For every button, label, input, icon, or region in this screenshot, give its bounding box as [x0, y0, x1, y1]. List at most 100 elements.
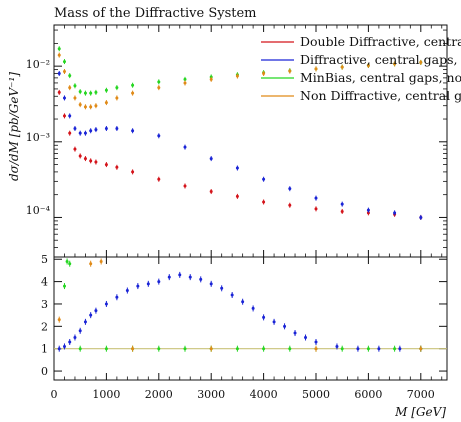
series-0-point — [83, 157, 87, 161]
series-1-point — [94, 128, 98, 132]
legend-label-diffractive: Diffractive, central gaps, n — [300, 52, 461, 67]
ratio-series-0-point — [293, 331, 297, 335]
x-tick-label: 1000 — [92, 388, 120, 401]
series-3-point — [314, 67, 318, 71]
series-0-point — [366, 211, 370, 215]
series-2-point — [68, 74, 72, 78]
ratio-series-1-point — [68, 262, 72, 266]
series-2-point — [115, 86, 119, 90]
series-1-point — [131, 129, 135, 133]
ratio-ytick-labels: 0 1 2 3 4 5 — [41, 253, 48, 378]
ratio-series-0-point — [356, 347, 360, 351]
series-3-point — [94, 104, 98, 108]
x-tick-label: 4000 — [250, 388, 278, 401]
series-2-point — [57, 47, 61, 51]
main-series-group — [57, 46, 423, 220]
ratio-series-2-point — [419, 347, 423, 351]
x-tick-label: 3000 — [197, 388, 225, 401]
series-0-point — [183, 184, 187, 188]
ratio-series-0-point — [283, 324, 287, 328]
series-1-point — [340, 202, 344, 206]
series-2-point — [183, 77, 187, 81]
ratio-series-0-point — [57, 347, 61, 351]
series-1-point — [366, 208, 370, 212]
series-3-point — [68, 86, 72, 90]
ratio-series-0-point — [83, 320, 87, 324]
series-0-point — [235, 194, 239, 198]
ratio-series-0-point — [104, 302, 108, 306]
series-0-point — [340, 209, 344, 213]
series-1-point — [57, 71, 61, 75]
ratio-series-0-point — [398, 347, 402, 351]
series-0-point — [62, 114, 66, 118]
ratio-axis-ticks — [53, 257, 447, 380]
series-3-point — [340, 65, 344, 69]
series-1-point — [262, 177, 266, 181]
ratio-series-0-point — [68, 340, 72, 344]
ratio-series-1-point — [157, 347, 161, 351]
ratio-series-0-point — [146, 282, 150, 286]
ratio-series-2-point — [89, 262, 93, 266]
ratio-series-1-point — [78, 347, 82, 351]
series-1-point — [288, 187, 292, 191]
ratio-series-1-point — [235, 347, 239, 351]
x-tick-label: 6000 — [354, 388, 382, 401]
ratio-series-1-point — [288, 347, 292, 351]
main-axis-ticks — [53, 25, 447, 258]
ratio-series-0-point — [125, 289, 129, 293]
series-3-point — [104, 101, 108, 105]
ratio-series-0-point — [136, 284, 140, 288]
ratio-series-0-point — [230, 293, 234, 297]
ratio-series-2-point — [131, 347, 135, 351]
ratio-series-2-point — [314, 347, 318, 351]
series-0-point — [89, 159, 93, 163]
ratio-series-0-point — [94, 309, 98, 313]
series-1-point — [183, 145, 187, 149]
ratio-y-tick-label: 3 — [41, 298, 48, 311]
series-2-point — [73, 84, 77, 88]
ratio-series-1-point — [262, 347, 266, 351]
ratio-y-tick-label: 4 — [41, 276, 48, 289]
series-3-point — [262, 71, 266, 75]
x-tick-labels: 0 1000 2000 3000 4000 5000 6000 7000 — [51, 388, 435, 401]
series-3-point — [157, 86, 161, 90]
ratio-series-1-point — [65, 259, 69, 263]
ratio-series-1-point — [62, 284, 66, 288]
series-3-point — [209, 77, 213, 81]
series-0-point — [57, 90, 61, 94]
ratio-series-0-point — [178, 273, 182, 277]
ratio-y-tick-label: 1 — [41, 343, 48, 356]
series-3-point — [366, 64, 370, 68]
series-1-point — [62, 96, 66, 100]
series-3-point — [62, 69, 66, 73]
series-2-point — [131, 83, 135, 87]
ratio-series-2-point — [209, 347, 213, 351]
ratio-series-0-point — [188, 275, 192, 279]
ratio-series-0-point — [167, 275, 171, 279]
legend-label-double-diffractive: Double Diffractive, central — [300, 34, 461, 49]
series-3-point — [83, 105, 87, 109]
series-3-point — [419, 60, 423, 64]
ratio-series-2-point — [99, 259, 103, 263]
ratio-series-0-point — [272, 320, 276, 324]
series-2-point — [78, 90, 82, 94]
ratio-series-0-point — [115, 295, 119, 299]
series-0-point — [104, 163, 108, 167]
series-1-point — [393, 211, 397, 215]
ratio-series-0-point — [241, 300, 245, 304]
ratio-series-1-point — [340, 347, 344, 351]
ratio-series-0-point — [262, 315, 266, 319]
ratio-series-0-point — [304, 336, 308, 340]
series-0-point — [157, 177, 161, 181]
ratio-y-tick-label: 2 — [41, 320, 48, 333]
series-0-point — [314, 207, 318, 211]
series-0-point — [262, 200, 266, 204]
series-3-point — [235, 74, 239, 78]
ratio-series-1-point — [393, 347, 397, 351]
ratio-series-1-point — [104, 347, 108, 351]
series-0-point — [68, 131, 72, 135]
series-1-point — [157, 134, 161, 138]
ratio-plot-frame — [53, 256, 448, 381]
ratio-y-tick-label: 5 — [41, 253, 48, 266]
